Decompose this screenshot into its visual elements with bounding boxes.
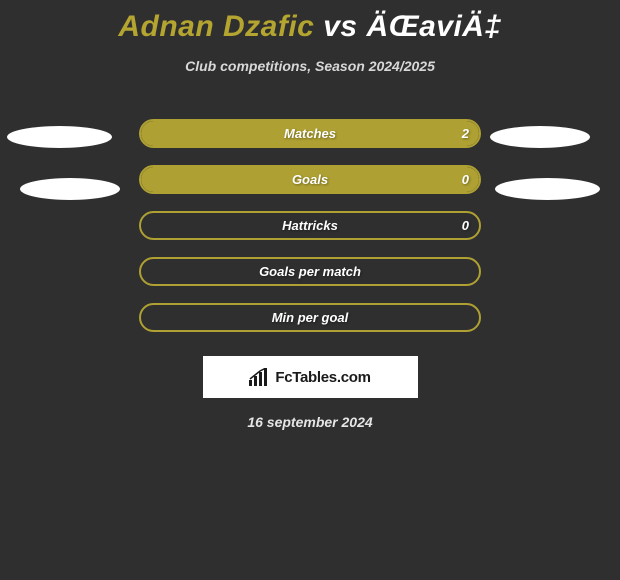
stat-label-hattricks: Hattricks — [282, 218, 338, 233]
bar-matches: Matches 2 — [139, 119, 481, 148]
bar-mpg: Min per goal — [139, 303, 481, 332]
chart-icon — [249, 368, 271, 386]
subtitle: Club competitions, Season 2024/2025 — [0, 58, 620, 74]
stat-row-matches: Matches 2 — [0, 110, 620, 156]
brand-text: FcTables.com — [275, 369, 370, 386]
stat-value-goals: 0 — [462, 172, 469, 187]
player-b-name: ÄŒaviÄ‡ — [366, 10, 501, 43]
stat-row-mpg: Min per goal — [0, 294, 620, 340]
bar-gpm: Goals per match — [139, 257, 481, 286]
brand-badge: FcTables.com — [203, 356, 418, 398]
stat-row-hattricks: Hattricks 0 — [0, 202, 620, 248]
stat-label-mpg: Min per goal — [272, 310, 349, 325]
stat-row-gpm: Goals per match — [0, 248, 620, 294]
stat-value-matches: 2 — [462, 126, 469, 141]
stat-value-hattricks: 0 — [462, 218, 469, 233]
vs-separator: vs — [323, 10, 357, 43]
stat-label-matches: Matches — [284, 126, 336, 141]
player-a-name: Adnan Dzafic — [118, 10, 314, 43]
stat-label-goals: Goals — [292, 172, 328, 187]
bar-hattricks: Hattricks 0 — [139, 211, 481, 240]
stats-chart: Matches 2 Goals 0 Hattricks 0 Goals per … — [0, 110, 620, 340]
stat-label-gpm: Goals per match — [259, 264, 361, 279]
date-text: 16 september 2024 — [0, 414, 620, 430]
stat-row-goals: Goals 0 — [0, 156, 620, 202]
bar-goals: Goals 0 — [139, 165, 481, 194]
page-title: Adnan Dzafic vs ÄŒaviÄ‡ — [0, 0, 620, 44]
